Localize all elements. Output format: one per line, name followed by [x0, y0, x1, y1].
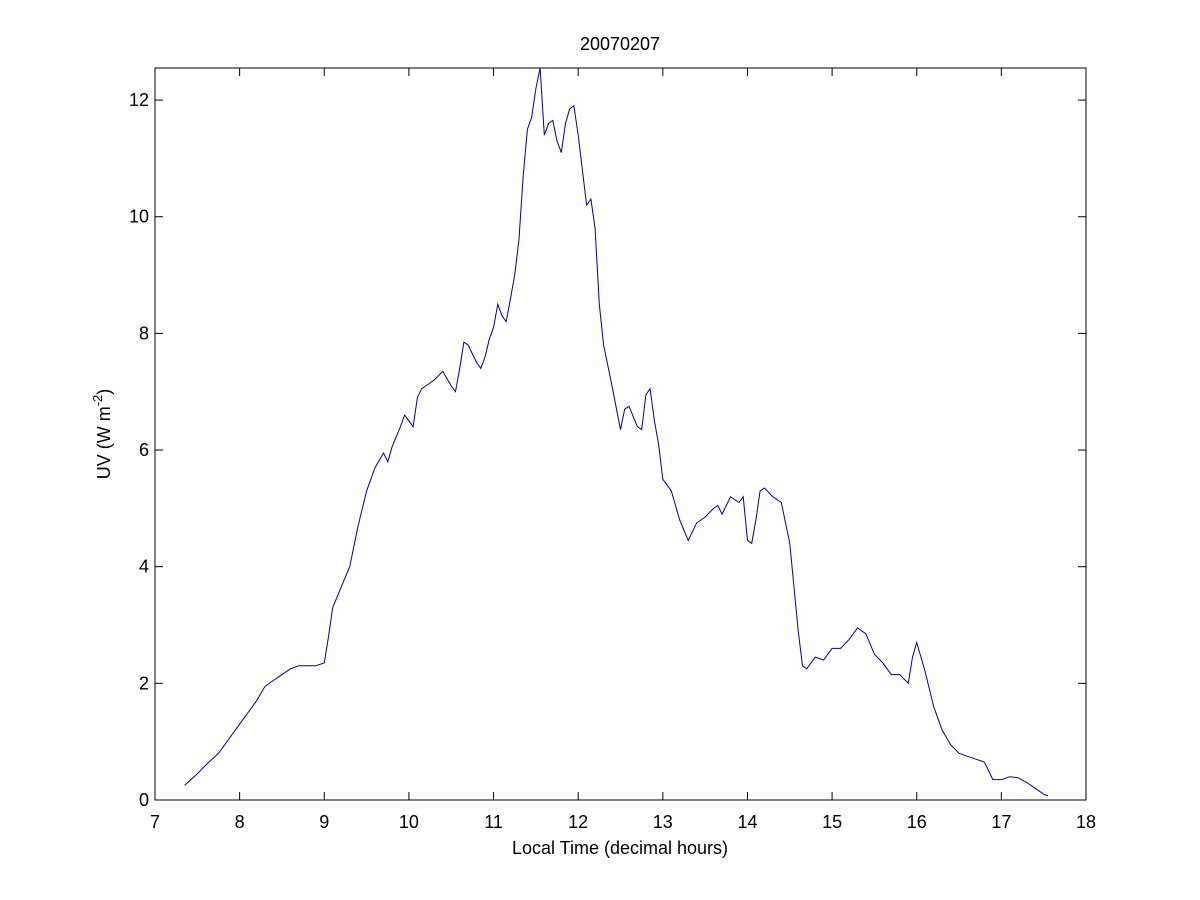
- x-axis-label: Local Time (decimal hours): [512, 838, 728, 858]
- x-tick-label: 15: [822, 812, 842, 832]
- y-tick-label: 8: [139, 323, 149, 343]
- y-axis-label-superscript: -2: [90, 395, 105, 407]
- series-line: [184, 67, 1049, 797]
- plot-frame: [154, 67, 1087, 801]
- y-axis-label-suffix: ): [94, 389, 114, 395]
- y-tick-label: 2: [139, 673, 149, 693]
- x-tick-label: 18: [1076, 812, 1096, 832]
- x-tick-label: 14: [737, 812, 757, 832]
- y-tick-label: 6: [139, 440, 149, 460]
- y-axis-label: UV (W m-2): [90, 389, 114, 480]
- plot-border: [154, 67, 1087, 801]
- x-axis: 7 8 9 10 11 12 13 14 15 16 17 18: [150, 68, 1096, 832]
- x-tick-label: 8: [235, 812, 245, 832]
- x-tick-label: 17: [991, 812, 1011, 832]
- y-axis-label-main: UV (W m: [94, 406, 114, 479]
- x-tick-label: 12: [568, 812, 588, 832]
- y-tick-label: 12: [129, 90, 149, 110]
- y-tick-label: 10: [129, 207, 149, 227]
- x-tick-label: 11: [484, 812, 503, 832]
- x-tick-label: 16: [907, 812, 927, 832]
- y-axis: 0 2 4 6 8 10 12: [129, 90, 1086, 810]
- x-tick-label: 9: [319, 812, 329, 832]
- x-tick-label: 10: [399, 812, 419, 832]
- x-tick-label: 13: [653, 812, 673, 832]
- y-tick-label: 4: [139, 557, 149, 577]
- chart-title: 20070207: [580, 34, 660, 54]
- x-tick-label: 7: [150, 812, 160, 832]
- y-tick-label: 0: [139, 790, 149, 810]
